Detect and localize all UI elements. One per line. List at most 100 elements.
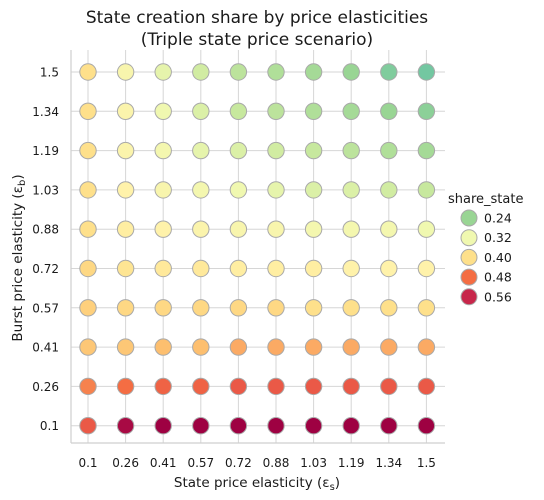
legend-label: 0.40 bbox=[484, 250, 512, 265]
data-point bbox=[79, 259, 97, 278]
data-point bbox=[304, 259, 323, 278]
data-point bbox=[267, 141, 285, 160]
legend-title: share_state bbox=[448, 192, 523, 207]
legend-marker bbox=[460, 268, 478, 286]
data-point bbox=[417, 377, 436, 396]
legend-label: 0.56 bbox=[484, 289, 512, 304]
x-axis-label-sub: s bbox=[330, 482, 335, 493]
legend-marker bbox=[460, 248, 478, 266]
data-point bbox=[267, 338, 285, 356]
data-point bbox=[79, 141, 97, 160]
data-point bbox=[154, 181, 172, 199]
legend-marker bbox=[460, 229, 478, 247]
y-tick-label: 0.41 bbox=[32, 341, 59, 355]
data-point bbox=[304, 141, 323, 160]
data-point bbox=[154, 141, 172, 160]
x-tick-label: 0.26 bbox=[112, 456, 139, 470]
data-point bbox=[380, 141, 398, 160]
data-point bbox=[342, 259, 360, 278]
legend-label: 0.24 bbox=[484, 211, 512, 226]
data-point bbox=[192, 338, 210, 356]
data-point bbox=[192, 181, 210, 199]
data-point bbox=[116, 181, 135, 199]
data-point bbox=[154, 220, 172, 238]
legend-marker bbox=[460, 209, 478, 227]
x-tick-label: 1.5 bbox=[417, 456, 436, 470]
chart-title-line1: State creation share by price elasticiti… bbox=[86, 8, 428, 28]
data-point bbox=[380, 299, 398, 317]
data-point bbox=[417, 220, 436, 238]
data-point bbox=[417, 299, 436, 317]
data-point bbox=[417, 417, 436, 435]
data-point bbox=[229, 102, 248, 121]
x-tick-label: 0.88 bbox=[263, 456, 290, 470]
data-point bbox=[267, 299, 285, 317]
data-point bbox=[229, 299, 248, 317]
data-point bbox=[267, 181, 285, 199]
data-point bbox=[116, 141, 135, 160]
data-point bbox=[304, 63, 323, 81]
data-point bbox=[342, 141, 360, 160]
data-point bbox=[79, 338, 97, 356]
data-point bbox=[192, 220, 210, 238]
data-point bbox=[79, 417, 97, 435]
data-point bbox=[417, 259, 436, 278]
data-point bbox=[154, 102, 172, 121]
data-point bbox=[267, 102, 285, 121]
data-point bbox=[380, 259, 398, 278]
legend-label: 0.48 bbox=[484, 270, 512, 285]
data-point bbox=[380, 181, 398, 199]
data-point bbox=[154, 299, 172, 317]
y-tick-label: 0.72 bbox=[32, 262, 59, 276]
data-point bbox=[304, 377, 323, 396]
data-point bbox=[342, 220, 360, 238]
x-axis-label-end: ) bbox=[335, 475, 340, 491]
y-tick-label: 0.57 bbox=[32, 301, 59, 315]
tick-labels: 0.1 0.26 0.41 0.57 0.72 0.88 1.03 1.19 1.34 1.5 0.… bbox=[32, 66, 436, 471]
data-point bbox=[192, 63, 210, 81]
data-point bbox=[116, 377, 135, 396]
data-point bbox=[417, 338, 436, 356]
data-point bbox=[342, 417, 360, 435]
data-point bbox=[116, 102, 135, 121]
data-point bbox=[304, 299, 323, 317]
data-point bbox=[79, 63, 97, 81]
data-point bbox=[342, 63, 360, 81]
x-tick-label: 0.1 bbox=[78, 456, 97, 470]
data-point bbox=[229, 220, 248, 238]
data-point bbox=[154, 377, 172, 396]
x-tick-label: 1.34 bbox=[375, 456, 402, 470]
data-point bbox=[79, 377, 97, 396]
chart-title-line2: (Triple state price scenario) bbox=[141, 30, 373, 50]
data-point bbox=[267, 259, 285, 278]
data-point bbox=[192, 417, 210, 435]
data-point bbox=[192, 102, 210, 121]
data-point bbox=[229, 63, 248, 81]
legend-label: 0.32 bbox=[484, 230, 512, 245]
data-point bbox=[304, 220, 323, 238]
data-points bbox=[79, 63, 436, 435]
x-tick-label: 0.41 bbox=[150, 456, 177, 470]
data-point bbox=[116, 299, 135, 317]
y-tick-label: 1.19 bbox=[32, 144, 59, 158]
data-point bbox=[380, 377, 398, 396]
data-point bbox=[79, 299, 97, 317]
data-point bbox=[116, 220, 135, 238]
data-point bbox=[79, 102, 97, 121]
x-tick-label: 1.03 bbox=[300, 456, 327, 470]
x-tick-label: 1.19 bbox=[338, 456, 365, 470]
data-point bbox=[417, 102, 436, 121]
data-point bbox=[154, 338, 172, 356]
data-point bbox=[154, 63, 172, 81]
data-point bbox=[417, 63, 436, 81]
data-point bbox=[154, 417, 172, 435]
data-point bbox=[116, 259, 135, 278]
data-point bbox=[267, 63, 285, 81]
data-point bbox=[267, 220, 285, 238]
data-point bbox=[116, 417, 135, 435]
y-tick-label: 0.1 bbox=[40, 419, 59, 433]
data-point bbox=[229, 338, 248, 356]
data-point bbox=[192, 259, 210, 278]
axes bbox=[70, 50, 445, 444]
data-point bbox=[267, 417, 285, 435]
